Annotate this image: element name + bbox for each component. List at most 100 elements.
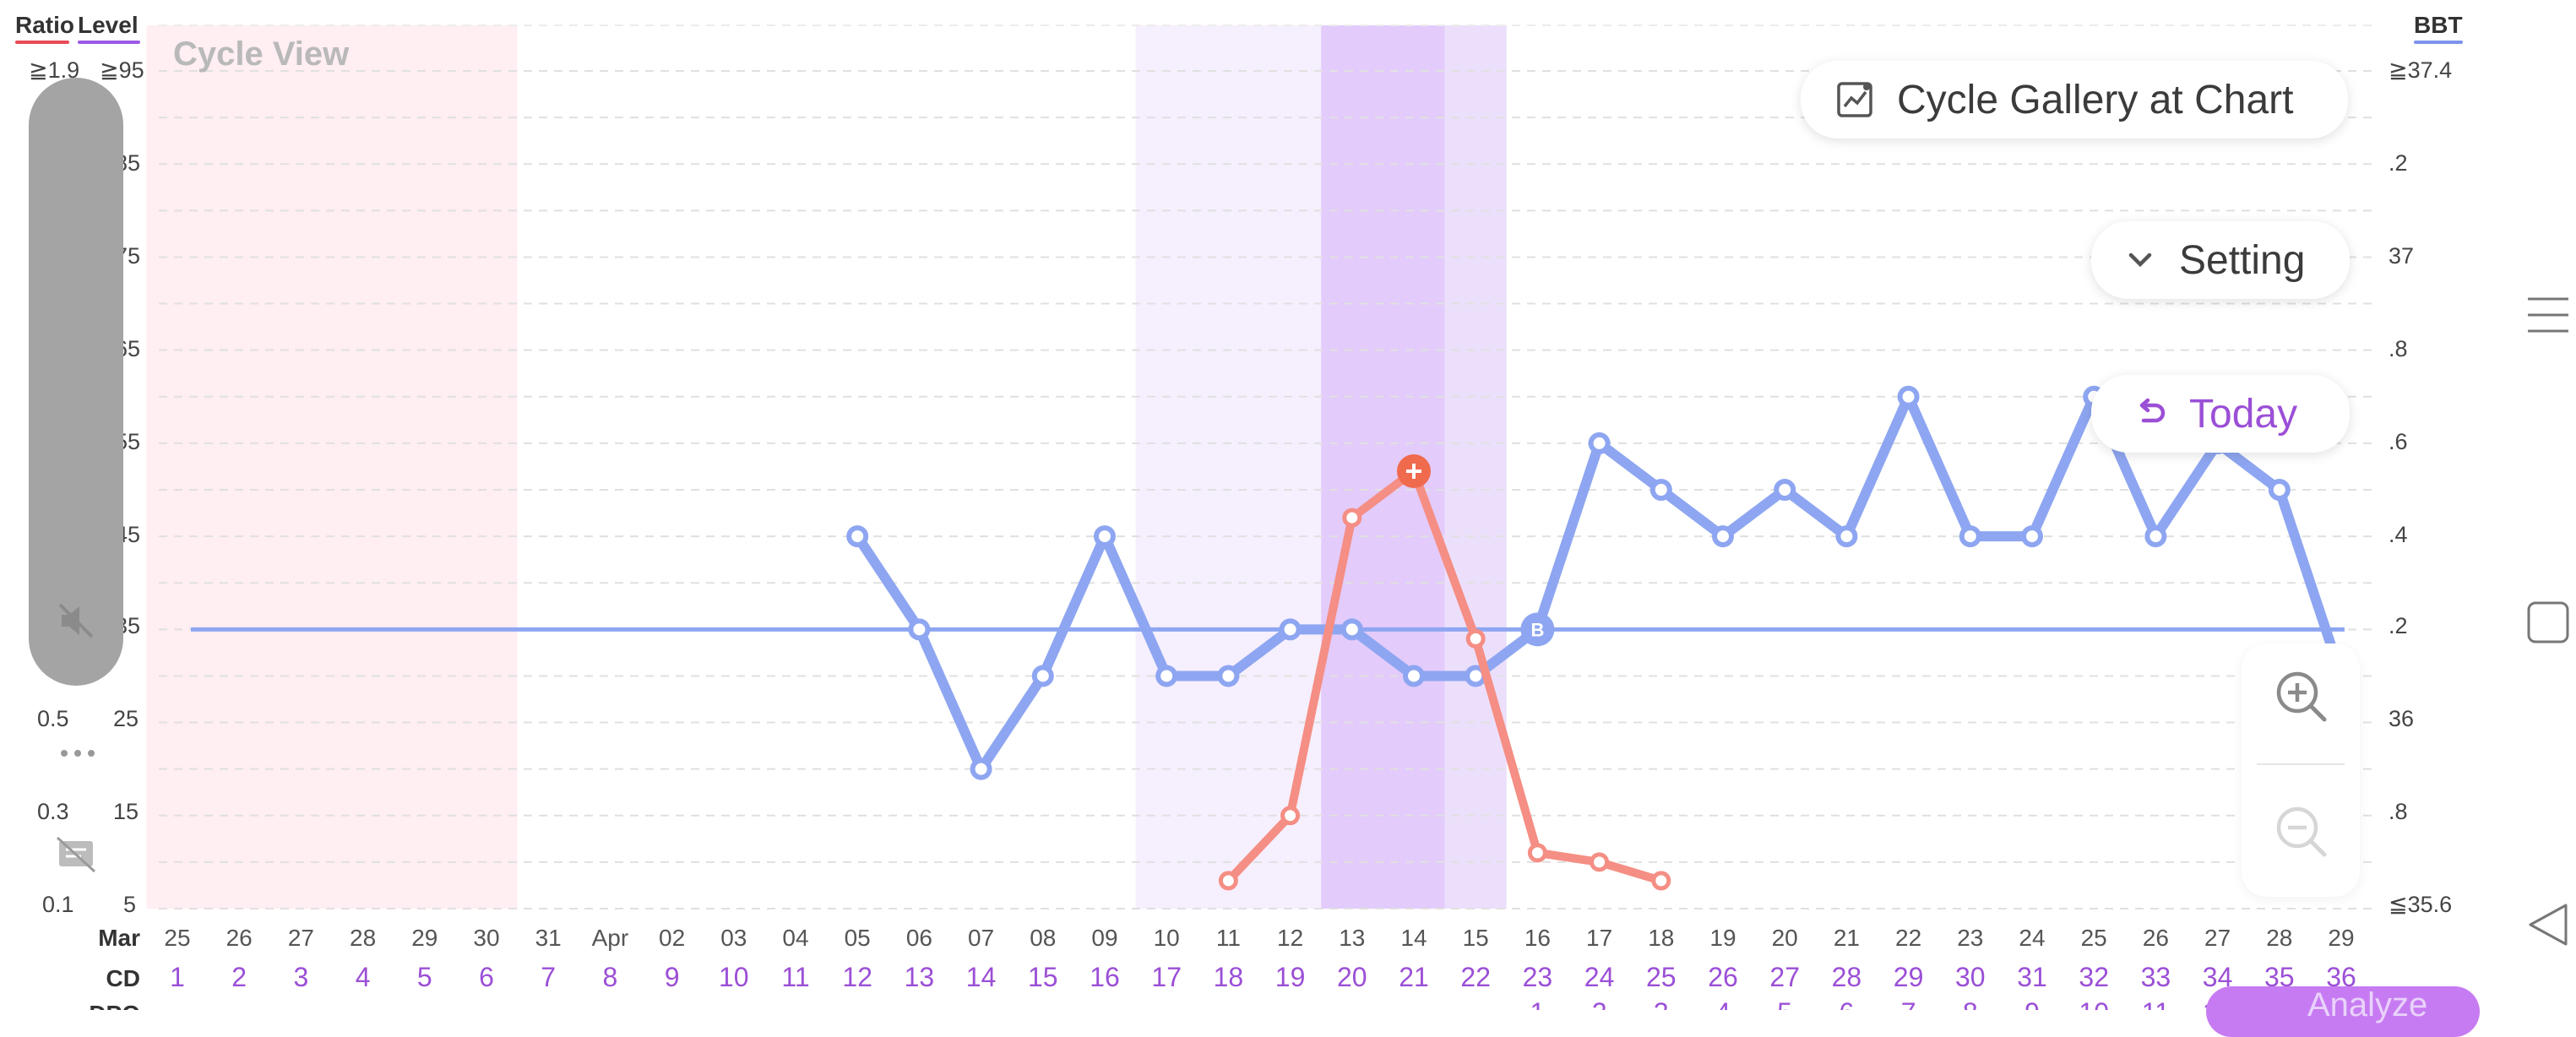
- dpo-value: 7: [1901, 997, 1916, 1010]
- cd-value: 23: [1523, 962, 1553, 992]
- cd-value: 3: [294, 962, 309, 992]
- cd-value: 1: [170, 962, 185, 992]
- zoom-in-icon[interactable]: [2272, 667, 2329, 725]
- zoom-controls: [2242, 643, 2360, 897]
- date-tick: 05: [845, 925, 871, 951]
- date-tick: 23: [1957, 925, 1983, 951]
- back-triangle-icon[interactable]: [2525, 902, 2571, 947]
- cd-value: 13: [905, 962, 935, 992]
- band-fertile_mid: [1444, 25, 1507, 909]
- date-tick: 06: [906, 925, 932, 951]
- level-point: [1590, 852, 1610, 872]
- bbt-point: [1835, 525, 1858, 548]
- bbt-point: [1712, 525, 1734, 548]
- date-tick: 02: [659, 925, 685, 951]
- date-tick: 22: [1895, 925, 1921, 951]
- level-series-line: [1224, 466, 1666, 885]
- cd-value: 2: [231, 962, 247, 992]
- date-tick: Apr: [592, 925, 629, 951]
- level-point: [1527, 843, 1547, 863]
- cd-value: 12: [842, 962, 872, 992]
- date-tick: 28: [350, 925, 376, 951]
- chart-gallery-icon: [1837, 82, 1872, 117]
- home-square-icon[interactable]: [2525, 600, 2571, 645]
- chart-title: Cycle View: [173, 35, 350, 73]
- date-tick: 31: [535, 925, 562, 951]
- month-label-mar: Mar: [98, 925, 140, 951]
- chevron-down-icon: [2128, 252, 2152, 268]
- setting-label: Setting: [2179, 237, 2306, 283]
- level-point: [1651, 871, 1671, 891]
- cd-value: 9: [665, 962, 680, 992]
- hide-labels-icon[interactable]: [56, 836, 96, 873]
- cycle-gallery-label: Cycle Gallery at Chart: [1897, 77, 2294, 122]
- level-point: [1342, 508, 1362, 528]
- cd-value: 32: [2079, 962, 2109, 992]
- analyze-label: Analyze: [2307, 986, 2428, 1023]
- date-tick: 26: [2143, 925, 2169, 951]
- cd-value: 18: [1214, 962, 1244, 992]
- date-tick: 07: [968, 925, 994, 951]
- date-tick: 17: [1586, 925, 1612, 951]
- bbt-point: [1588, 432, 1611, 454]
- setting-button[interactable]: Setting: [2091, 221, 2350, 299]
- bbt-tick-36: 36: [2389, 706, 2415, 731]
- zoom-out-icon[interactable]: [2272, 802, 2329, 860]
- bbt-point: [1340, 618, 1363, 641]
- cd-value: 10: [719, 962, 749, 992]
- date-tick: 20: [1772, 925, 1798, 951]
- level-tick-15: 15: [113, 799, 139, 824]
- bbt-tick-37-4: ≧37.4: [2389, 57, 2453, 83]
- bbt-point: [2144, 525, 2167, 548]
- bbt-point: [1094, 525, 1116, 548]
- analyze-button[interactable]: Analyze: [2206, 986, 2480, 1037]
- bbt-point: [1403, 665, 1425, 687]
- bbt-tick-37: 37: [2389, 243, 2415, 269]
- bbt-point: [1774, 479, 1796, 501]
- cd-value: 7: [541, 962, 556, 992]
- cycle-chart[interactable]: BMarCDDPO25262728293031Apr02030405060708…: [0, 0, 2576, 1010]
- cd-value: 21: [1399, 962, 1429, 992]
- return-today-icon: [2139, 398, 2166, 423]
- cd-row-label: CD: [106, 965, 140, 991]
- dpo-row-label: DPO: [89, 1001, 140, 1010]
- bbt-tick-36-8: .8: [2389, 336, 2408, 361]
- cd-value: 31: [2017, 962, 2047, 992]
- level-tick-25: 25: [113, 706, 139, 731]
- dpo-value: 9: [2024, 997, 2040, 1010]
- band-menses: [146, 25, 518, 909]
- date-tick: 28: [2266, 925, 2292, 951]
- cd-value: 33: [2141, 962, 2171, 992]
- date-tick: 08: [1030, 925, 1056, 951]
- date-tick: 19: [1709, 925, 1736, 951]
- bbt-point: [2268, 479, 2291, 501]
- dpo-value: 6: [1840, 997, 1855, 1010]
- cd-value: 28: [1832, 962, 1862, 992]
- bbt-tick-36-4: .4: [2389, 522, 2408, 547]
- dpo-value: 10: [2079, 997, 2109, 1010]
- dpo-value: 8: [1963, 997, 1978, 1010]
- today-button[interactable]: Today: [2091, 375, 2350, 453]
- more-icon[interactable]: [59, 748, 96, 758]
- date-tick: 04: [782, 925, 808, 951]
- bbt-tick-36-6: .6: [2389, 429, 2408, 454]
- dpo-value: 5: [1777, 997, 1792, 1010]
- cycle-gallery-button[interactable]: Cycle Gallery at Chart: [1801, 61, 2348, 138]
- date-tick: 13: [1339, 925, 1365, 951]
- bbt-tick-37-2: .2: [2389, 150, 2408, 176]
- level-point: [1465, 628, 1486, 649]
- today-label: Today: [2189, 391, 2298, 437]
- bbt-point: [908, 618, 931, 641]
- ratio-tick-0-1: 0.1: [42, 892, 74, 917]
- cd-value: 5: [417, 962, 432, 992]
- scale-slider[interactable]: [29, 78, 123, 686]
- level-point: [1218, 871, 1238, 891]
- dpo-value: 1: [1530, 997, 1546, 1010]
- ovulation-label: B: [1530, 619, 1544, 640]
- cd-value: 14: [966, 962, 997, 992]
- menu-icon[interactable]: [2525, 292, 2571, 338]
- mute-icon[interactable]: [57, 601, 95, 640]
- bbt-point: [1031, 665, 1054, 687]
- date-tick: 09: [1091, 925, 1117, 951]
- date-tick: 26: [226, 925, 253, 951]
